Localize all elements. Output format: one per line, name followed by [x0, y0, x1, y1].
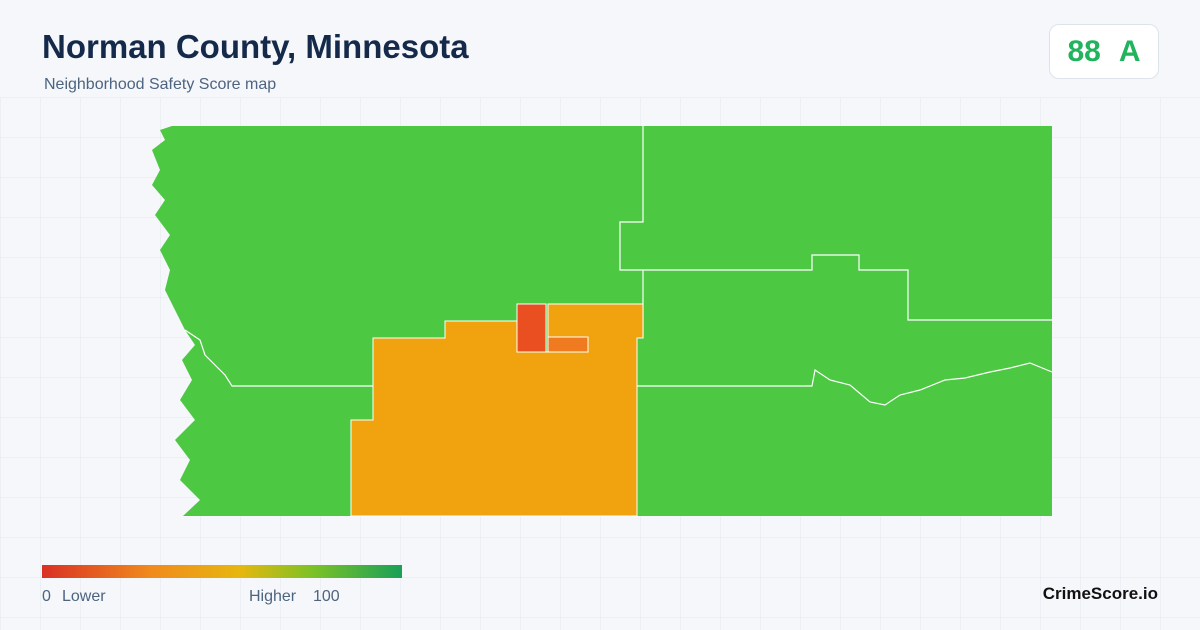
- score-value: 88: [1067, 34, 1101, 68]
- legend-max: 100: [313, 588, 340, 605]
- legend-bar: [42, 565, 402, 578]
- legend-min-label: Lower: [62, 588, 106, 605]
- region-orange-small: [547, 336, 589, 353]
- legend-min: 0: [42, 588, 51, 605]
- title: Norman County, Minnesota: [42, 28, 469, 65]
- brand: CrimeScore.io: [1042, 584, 1158, 603]
- legend-max-label: Higher: [249, 588, 297, 605]
- region-red: [516, 303, 547, 353]
- region-orange: [350, 303, 644, 517]
- score-badge: 88 A: [1049, 24, 1159, 79]
- score-grade: A: [1118, 34, 1141, 68]
- subtitle: Neighborhood Safety Score map: [44, 76, 277, 93]
